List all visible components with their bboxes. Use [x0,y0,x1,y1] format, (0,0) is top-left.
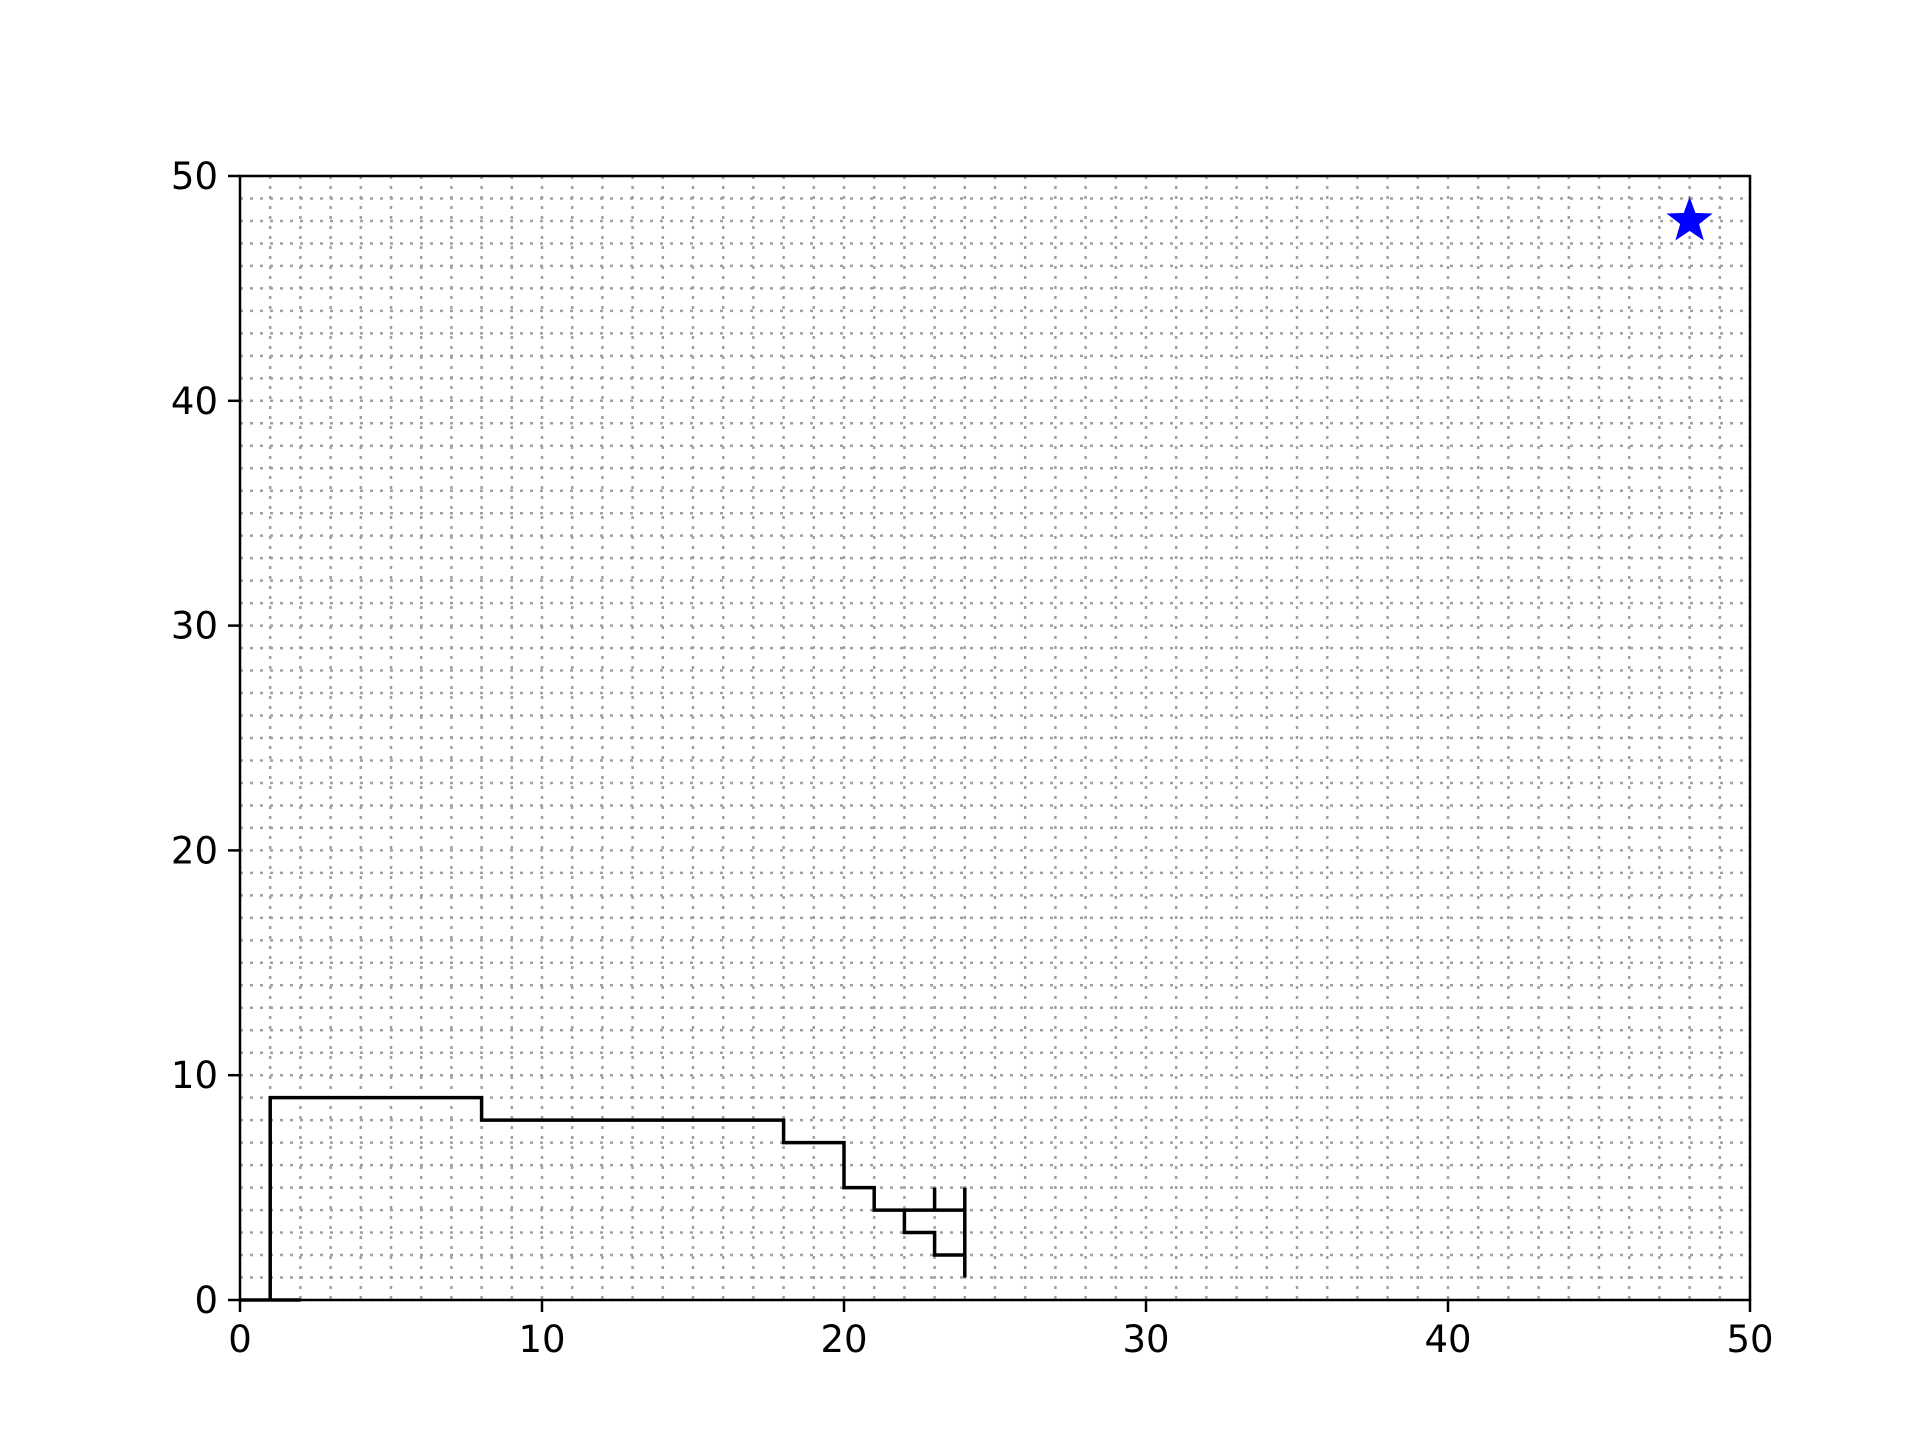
grid [238,174,1752,1302]
x-tick-label: 20 [820,1318,867,1361]
series-layer [240,1095,967,1302]
y-axis: 0 10 20 30 40 50 [171,155,240,1322]
goal-star-marker [1666,196,1713,241]
y-tick-label: 20 [171,829,218,872]
x-tick-label: 30 [1122,1318,1169,1361]
marker-layer [1666,196,1713,241]
x-tick-label: 10 [518,1318,565,1361]
y-tick-label: 0 [194,1279,218,1322]
plot-area [238,174,1752,1302]
axes-frame [238,174,1752,1302]
path-series-line [240,1095,967,1302]
x-axis: 0 10 20 30 40 50 [228,1300,1774,1361]
x-tick-label: 0 [228,1318,252,1361]
x-tick-label: 40 [1424,1318,1471,1361]
y-tick-label: 30 [171,605,218,648]
x-tick-label: 50 [1726,1318,1773,1361]
y-tick-label: 10 [171,1054,218,1097]
y-tick-label: 50 [171,155,218,198]
y-tick-label: 40 [171,380,218,423]
